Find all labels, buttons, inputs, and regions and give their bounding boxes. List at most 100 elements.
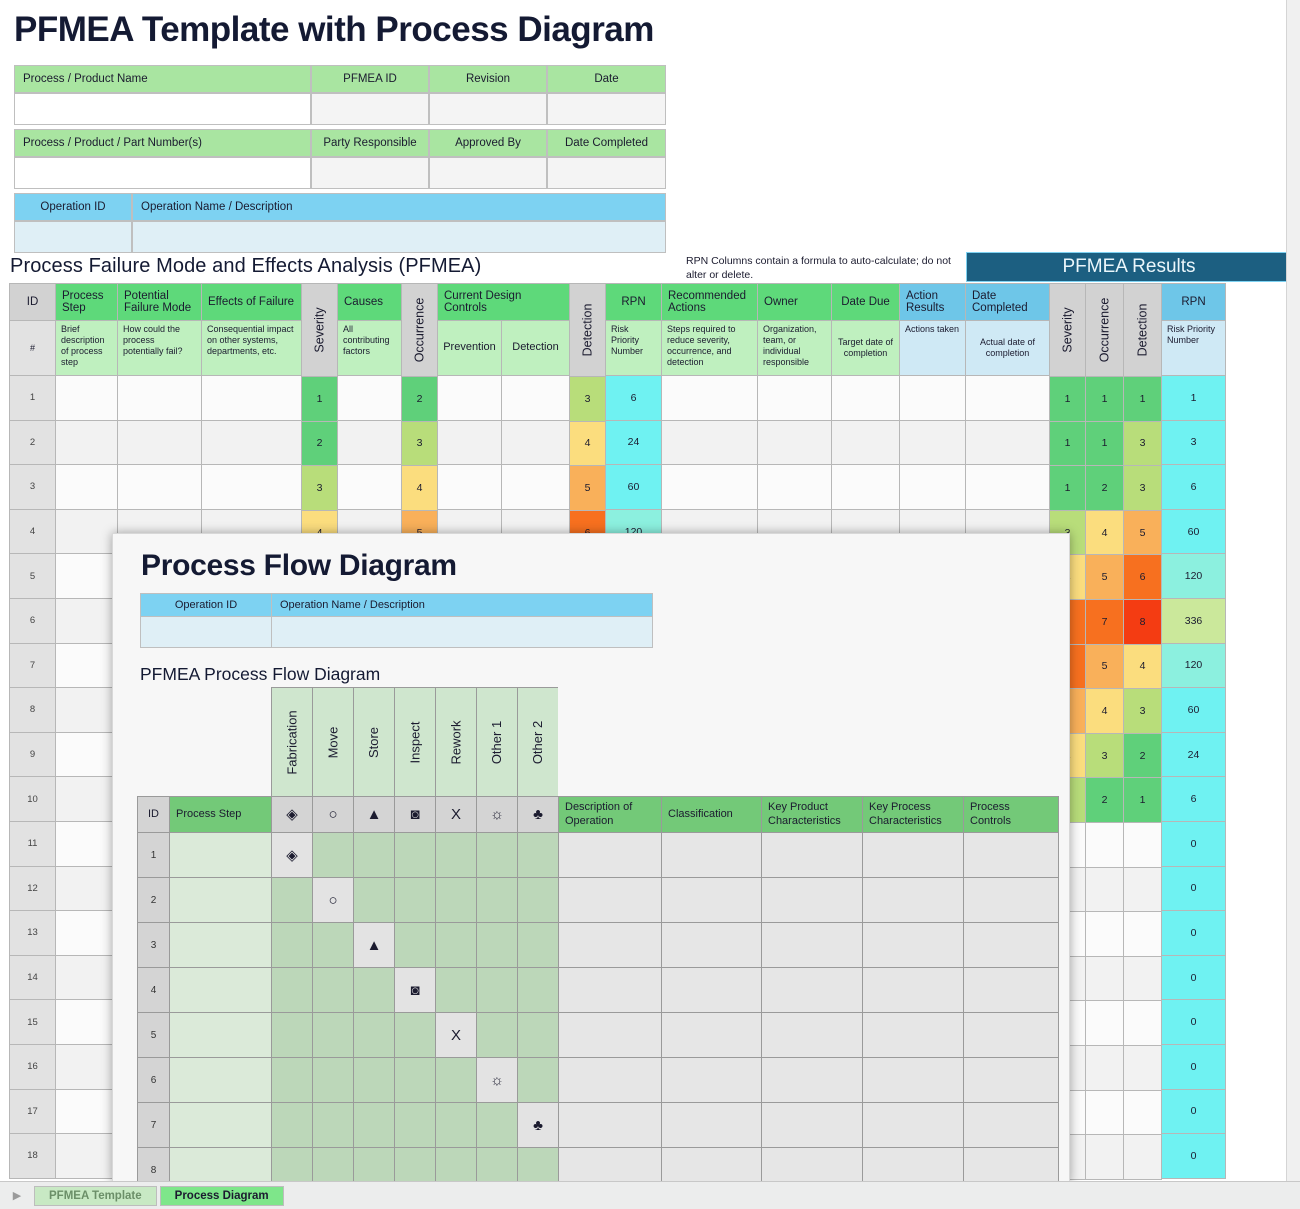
flow-cell-symbol[interactable] bbox=[476, 922, 518, 968]
pfmea-cell-result-occurrence[interactable]: 3 bbox=[1085, 732, 1124, 779]
input-revision[interactable] bbox=[429, 93, 547, 125]
pfmea-cell-causes[interactable] bbox=[337, 464, 402, 510]
tab-pfmea-template[interactable]: PFMEA Template bbox=[34, 1185, 157, 1206]
flow-cell-symbol[interactable] bbox=[312, 1102, 354, 1148]
flow-cell-description[interactable] bbox=[558, 967, 662, 1013]
pfmea-cell-result-detection[interactable]: 3 bbox=[1123, 688, 1162, 734]
flow-cell-symbol[interactable] bbox=[271, 1147, 313, 1183]
pfmea-cell-process-step[interactable] bbox=[55, 508, 118, 555]
pfmea-cell-result-occurrence[interactable]: 1 bbox=[1085, 420, 1124, 467]
pfmea-cell-date-completed[interactable] bbox=[965, 464, 1050, 510]
flow-cell-key-product[interactable] bbox=[761, 832, 863, 878]
pfmea-cell-action-results[interactable] bbox=[899, 419, 966, 466]
flow-cell-classification[interactable] bbox=[661, 967, 762, 1013]
tab-scroll-arrow-icon[interactable]: ▶ bbox=[12, 1190, 22, 1202]
flow-cell-symbol[interactable] bbox=[394, 1102, 436, 1148]
flow-cell-description[interactable] bbox=[558, 1012, 662, 1058]
pfmea-cell-process-step[interactable] bbox=[55, 375, 118, 421]
pfmea-cell-result-occurrence[interactable]: 2 bbox=[1085, 465, 1124, 511]
pfmea-cell-process-step[interactable] bbox=[55, 642, 118, 689]
flow-cell-marked[interactable]: ☼ bbox=[476, 1057, 518, 1103]
flow-cell-classification[interactable] bbox=[661, 922, 762, 968]
flow-cell-process-step[interactable] bbox=[169, 922, 272, 968]
flow-cell-key-process[interactable] bbox=[862, 1102, 964, 1148]
flow-cell-symbol[interactable] bbox=[517, 877, 559, 923]
pfmea-cell-process-step[interactable] bbox=[55, 865, 118, 912]
flow-cell-key-product[interactable] bbox=[761, 1147, 863, 1183]
pfmea-cell-result-severity[interactable]: 1 bbox=[1049, 465, 1086, 511]
flow-cell-process-step[interactable] bbox=[169, 1012, 272, 1058]
pfmea-cell-detection-control[interactable] bbox=[501, 375, 570, 421]
pfmea-cell-severity[interactable]: 3 bbox=[301, 465, 338, 511]
flow-cell-classification[interactable] bbox=[661, 877, 762, 923]
flow-cell-description[interactable] bbox=[558, 877, 662, 923]
flow-cell-process-step[interactable] bbox=[169, 1102, 272, 1148]
pfmea-cell-result-occurrence[interactable] bbox=[1085, 1089, 1124, 1136]
flow-cell-symbol[interactable] bbox=[476, 877, 518, 923]
flow-cell-key-product[interactable] bbox=[761, 967, 863, 1013]
pfmea-cell-result-detection[interactable]: 6 bbox=[1123, 554, 1162, 600]
flow-cell-symbol[interactable] bbox=[517, 922, 559, 968]
pfmea-cell-process-step[interactable] bbox=[55, 731, 118, 778]
flow-cell-classification[interactable] bbox=[661, 1147, 762, 1183]
input-process-product-name[interactable] bbox=[14, 93, 311, 125]
flow-cell-symbol[interactable] bbox=[435, 877, 477, 923]
flow-cell-symbol[interactable] bbox=[271, 967, 313, 1013]
pfmea-cell-result-detection[interactable]: 1 bbox=[1123, 777, 1162, 823]
overlay-input-operation-name[interactable] bbox=[271, 616, 653, 648]
input-date-completed[interactable] bbox=[547, 157, 666, 189]
input-party-responsible[interactable] bbox=[311, 157, 429, 189]
flow-cell-symbol[interactable] bbox=[517, 832, 559, 878]
flow-cell-key-product[interactable] bbox=[761, 1012, 863, 1058]
input-pfmea-id[interactable] bbox=[311, 93, 429, 125]
flow-cell-symbol[interactable] bbox=[353, 877, 395, 923]
pfmea-cell-result-occurrence[interactable]: 7 bbox=[1085, 598, 1124, 645]
flow-cell-key-product[interactable] bbox=[761, 1057, 863, 1103]
flow-cell-symbol[interactable] bbox=[435, 832, 477, 878]
pfmea-cell-result-occurrence[interactable] bbox=[1085, 821, 1124, 868]
flow-cell-symbol[interactable] bbox=[476, 1012, 518, 1058]
pfmea-cell-process-step[interactable] bbox=[55, 776, 118, 822]
input-approved-by[interactable] bbox=[429, 157, 547, 189]
pfmea-cell-detection[interactable]: 5 bbox=[569, 465, 606, 511]
flow-cell-classification[interactable] bbox=[661, 832, 762, 878]
flow-cell-symbol[interactable] bbox=[353, 1102, 395, 1148]
flow-cell-symbol[interactable] bbox=[353, 1147, 395, 1183]
pfmea-cell-result-detection[interactable] bbox=[1123, 866, 1162, 913]
flow-cell-symbol[interactable] bbox=[476, 832, 518, 878]
pfmea-cell-failure-mode[interactable] bbox=[117, 419, 202, 466]
flow-cell-symbol[interactable] bbox=[353, 1012, 395, 1058]
flow-cell-symbol[interactable] bbox=[353, 832, 395, 878]
flow-cell-symbol[interactable] bbox=[271, 877, 313, 923]
pfmea-cell-owner[interactable] bbox=[757, 464, 832, 510]
flow-cell-key-process[interactable] bbox=[862, 1147, 964, 1183]
flow-cell-symbol[interactable] bbox=[353, 1057, 395, 1103]
pfmea-cell-result-detection[interactable]: 8 bbox=[1123, 598, 1162, 645]
flow-cell-symbol[interactable] bbox=[394, 922, 436, 968]
pfmea-cell-process-step[interactable] bbox=[55, 597, 118, 644]
pfmea-cell-severity[interactable]: 1 bbox=[301, 376, 338, 422]
pfmea-cell-process-step[interactable] bbox=[55, 1133, 118, 1179]
pfmea-cell-date-due[interactable] bbox=[831, 464, 900, 510]
flow-cell-description[interactable] bbox=[558, 832, 662, 878]
flow-cell-description[interactable] bbox=[558, 1102, 662, 1148]
flow-cell-process-controls[interactable] bbox=[963, 1012, 1059, 1058]
flow-cell-symbol[interactable] bbox=[517, 1057, 559, 1103]
pfmea-cell-process-step[interactable] bbox=[55, 464, 118, 510]
pfmea-cell-occurrence[interactable]: 2 bbox=[401, 376, 438, 422]
pfmea-cell-result-detection[interactable]: 3 bbox=[1123, 420, 1162, 467]
pfmea-cell-result-occurrence[interactable] bbox=[1085, 1044, 1124, 1091]
flow-cell-classification[interactable] bbox=[661, 1102, 762, 1148]
pfmea-cell-occurrence[interactable]: 4 bbox=[401, 465, 438, 511]
flow-cell-symbol[interactable] bbox=[435, 1147, 477, 1183]
input-date[interactable] bbox=[547, 93, 666, 125]
flow-cell-key-process[interactable] bbox=[862, 877, 964, 923]
pfmea-cell-result-occurrence[interactable] bbox=[1085, 911, 1124, 957]
pfmea-cell-detection-control[interactable] bbox=[501, 464, 570, 510]
flow-cell-symbol[interactable] bbox=[312, 967, 354, 1013]
pfmea-cell-failure-mode[interactable] bbox=[117, 375, 202, 421]
pfmea-cell-process-step[interactable] bbox=[55, 1088, 118, 1135]
flow-cell-process-step[interactable] bbox=[169, 832, 272, 878]
flow-cell-symbol[interactable] bbox=[271, 1012, 313, 1058]
pfmea-cell-result-detection[interactable]: 3 bbox=[1123, 465, 1162, 511]
